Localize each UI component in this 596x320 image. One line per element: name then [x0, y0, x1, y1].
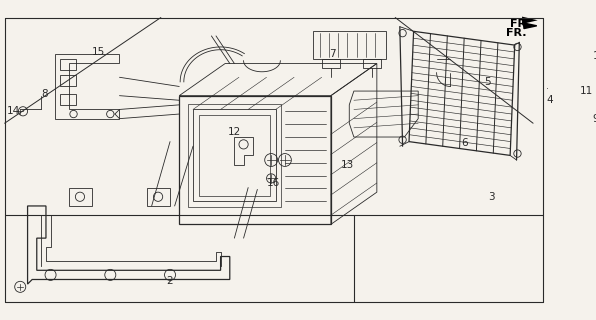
- Bar: [60, 94, 76, 105]
- Text: 4: 4: [547, 95, 553, 105]
- Text: 13: 13: [341, 160, 354, 170]
- Text: 8: 8: [41, 89, 48, 99]
- Bar: [60, 59, 76, 70]
- Text: 11: 11: [580, 86, 593, 96]
- Bar: [60, 76, 76, 86]
- Text: 2: 2: [167, 276, 173, 286]
- Text: 9: 9: [592, 114, 596, 124]
- Text: 3: 3: [489, 192, 495, 202]
- Text: 10: 10: [592, 51, 596, 61]
- Text: 6: 6: [461, 139, 467, 148]
- Text: 14: 14: [7, 106, 20, 116]
- Text: 16: 16: [267, 178, 281, 188]
- Text: 15: 15: [92, 46, 105, 57]
- Polygon shape: [522, 17, 538, 24]
- Text: 12: 12: [228, 127, 241, 137]
- Text: FR.: FR.: [507, 28, 527, 38]
- Polygon shape: [524, 23, 537, 28]
- Text: 5: 5: [484, 77, 491, 87]
- Text: FR.: FR.: [510, 20, 530, 29]
- Text: 7: 7: [330, 49, 336, 59]
